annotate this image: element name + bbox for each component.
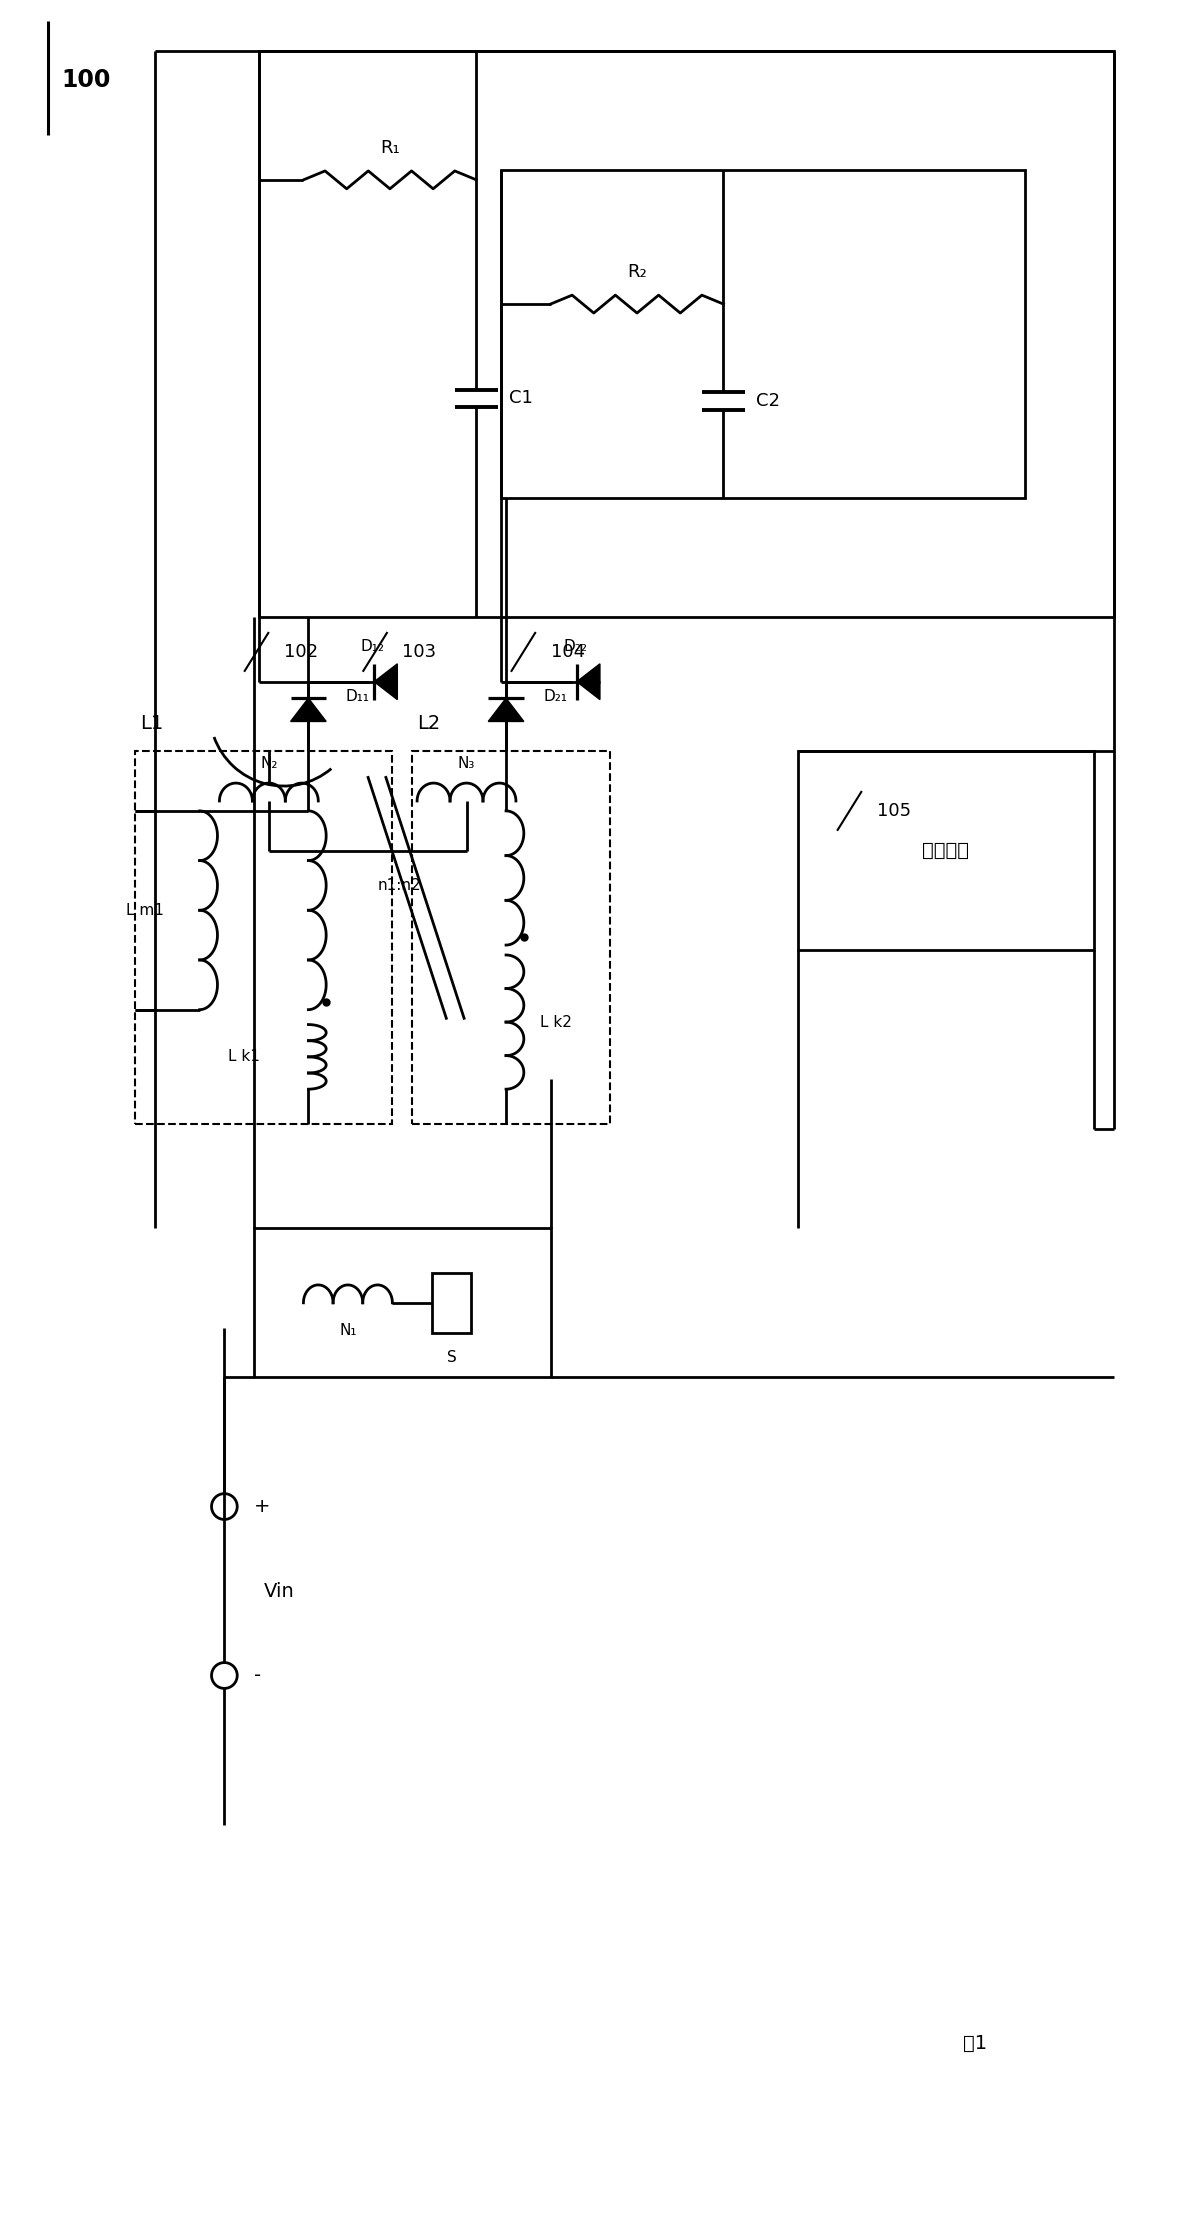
Text: C1: C1 — [509, 390, 533, 408]
Bar — [432, 1273, 472, 1333]
Text: D₂₂: D₂₂ — [564, 640, 587, 655]
Text: L1: L1 — [140, 713, 164, 733]
Bar — [501, 169, 1025, 497]
Text: N₁: N₁ — [339, 1324, 357, 1337]
Text: 100: 100 — [62, 69, 111, 91]
Text: +: + — [254, 1498, 271, 1516]
Text: 図1: 図1 — [963, 2033, 988, 2053]
Bar — [254, 1228, 551, 1378]
Text: -: - — [254, 1665, 262, 1685]
Text: n1:n2: n1:n2 — [378, 878, 421, 894]
Text: D₁₁: D₁₁ — [346, 689, 370, 704]
Polygon shape — [489, 698, 524, 722]
Text: 104: 104 — [551, 642, 585, 662]
Bar — [136, 751, 392, 1123]
Text: N₂: N₂ — [260, 756, 277, 771]
Text: 102: 102 — [284, 642, 317, 662]
Text: L m1: L m1 — [126, 903, 164, 918]
Text: C2: C2 — [756, 392, 780, 410]
Text: R₂: R₂ — [627, 263, 647, 281]
Text: R₁: R₁ — [380, 138, 400, 156]
Bar — [413, 751, 610, 1123]
Text: 103: 103 — [402, 642, 436, 662]
Text: S: S — [447, 1351, 457, 1364]
Text: 控制回路: 控制回路 — [923, 840, 969, 860]
Text: D₂₁: D₂₁ — [543, 689, 567, 704]
Text: L k2: L k2 — [540, 1014, 572, 1030]
Text: D₁₂: D₁₂ — [360, 640, 384, 655]
Polygon shape — [577, 664, 600, 700]
Text: N₃: N₃ — [458, 756, 476, 771]
Bar — [798, 751, 1094, 950]
Text: Vin: Vin — [264, 1583, 295, 1600]
Text: 105: 105 — [876, 802, 911, 820]
Polygon shape — [375, 664, 397, 700]
Bar — [259, 51, 1114, 617]
Polygon shape — [290, 698, 326, 722]
Text: L k1: L k1 — [228, 1050, 260, 1065]
Text: L2: L2 — [417, 713, 440, 733]
